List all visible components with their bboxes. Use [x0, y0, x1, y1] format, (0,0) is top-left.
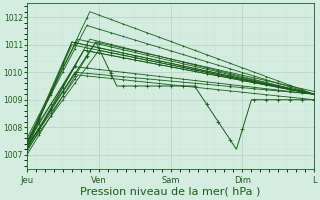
- X-axis label: Pression niveau de la mer( hPa ): Pression niveau de la mer( hPa ): [80, 187, 261, 197]
